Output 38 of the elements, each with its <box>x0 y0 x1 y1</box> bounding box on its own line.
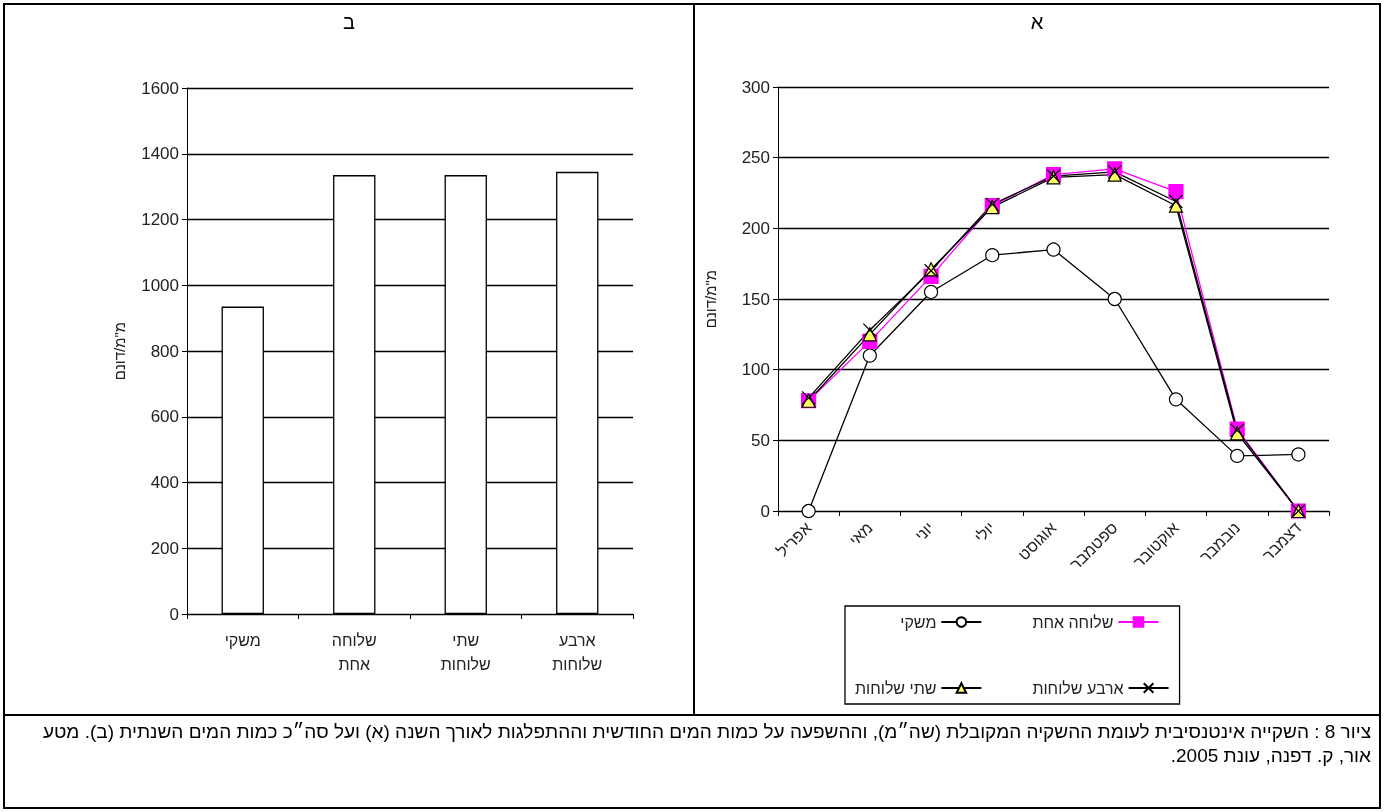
x-tick-label: ספטמבר <box>1066 518 1121 574</box>
x-tick-label: אוגוסט <box>1014 518 1060 564</box>
y-tick-label: 1000 <box>141 275 179 295</box>
y-axis-title: מ"מ/דונם <box>702 269 719 329</box>
legend-label: שתי שלוחות <box>855 679 937 697</box>
text: ציור 8 : השקייה אינטנסיבית לעומת ההשקיה המקובלת (שה״מ), וההשפעה על כמות המים החודשית וההתפלגות לאורך השנה (א) ועל סה״כ כמות המים השנתית (ב). מטע אור, ק. דפנה, עונת 2005. <box>41 720 1371 768</box>
x-tick-label: אוקטובר <box>1130 518 1182 571</box>
chart-title: א <box>1030 11 1044 33</box>
y-tick-label: 400 <box>150 473 179 492</box>
y-tick-label: 1600 <box>141 78 179 98</box>
y-tick-label: 50 <box>751 430 770 450</box>
x-tick-label: שתי שלוחות <box>440 631 491 673</box>
y-tick-label: 1200 <box>141 210 179 229</box>
x-tick-label: משקי <box>224 631 261 649</box>
y-axis-title: מ"מ/דונם <box>111 321 128 381</box>
y-tick-label: 200 <box>150 538 179 558</box>
legend-label: משקי <box>900 613 937 631</box>
x-tick-label: נובמבר <box>1196 518 1244 566</box>
x-tick-label: ארבע שלוחות <box>552 631 603 673</box>
x-tick-label: יוני <box>911 518 938 545</box>
y-tick-label: 150 <box>741 289 770 309</box>
y-tick-label: 1400 <box>141 144 179 164</box>
x-tick-label: דצמבר <box>1259 518 1305 564</box>
y-tick-label: 100 <box>741 360 770 380</box>
y-tick-label: 300 <box>741 77 770 97</box>
y-tick-label: 800 <box>150 341 179 361</box>
chart-title: ב <box>343 11 356 33</box>
y-tick-label: 600 <box>150 407 179 427</box>
y-tick-label: 0 <box>169 604 179 624</box>
x-tick-label: מאי <box>846 518 876 549</box>
x-tick-label: אפריל <box>773 518 815 560</box>
y-tick-label: 200 <box>741 218 770 238</box>
y-tick-label: 250 <box>741 148 770 168</box>
y-tick-label: 0 <box>760 501 770 521</box>
x-tick-label: שלוחה אחת <box>331 631 377 673</box>
legend-label: שלוחה אחת <box>1032 613 1114 631</box>
x-tick-label: יולי <box>971 518 999 546</box>
legend-label: ארבע שלוחות <box>1032 679 1124 697</box>
